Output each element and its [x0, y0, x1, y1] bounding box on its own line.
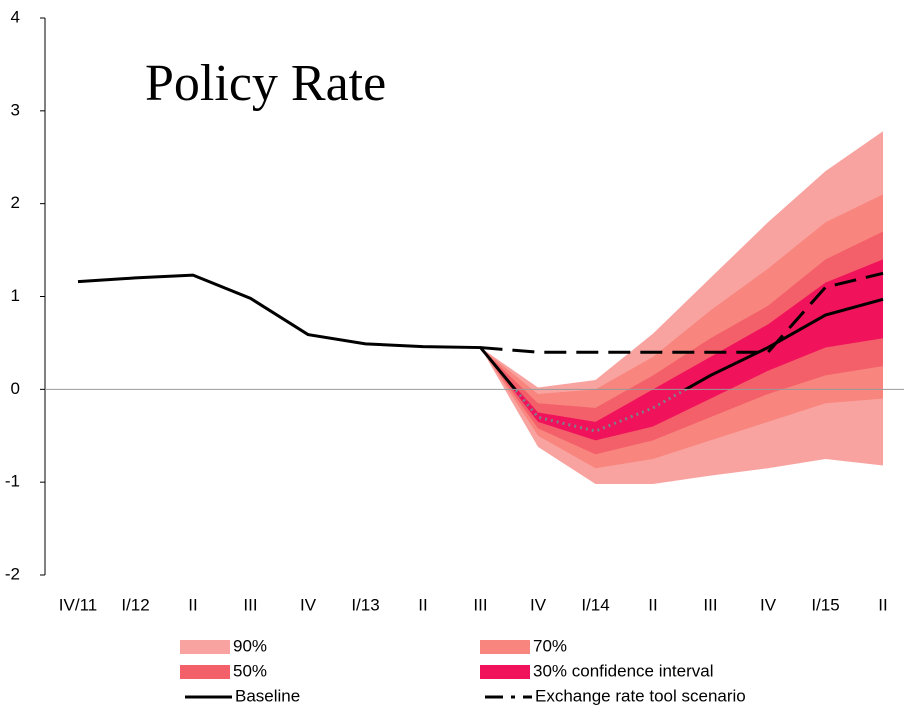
x-tick-label: II — [188, 595, 197, 614]
x-tick-label: I/12 — [121, 595, 149, 614]
legend-label: 90% — [233, 636, 267, 655]
y-tick-label: 1 — [11, 286, 20, 305]
x-tick-label: II — [418, 595, 427, 614]
legend-swatch — [180, 665, 230, 679]
legend-label: 70% — [533, 636, 567, 655]
y-tick-label: 4 — [11, 7, 20, 26]
baseline-line — [77, 273, 884, 389]
x-tick-label: II — [878, 595, 887, 614]
y-tick-label: -2 — [5, 564, 20, 583]
y-tick-label: 0 — [11, 379, 20, 398]
x-tick-label: IV — [300, 595, 317, 614]
legend-swatch — [180, 640, 230, 654]
legend-swatch — [480, 640, 530, 654]
y-tick-label: 3 — [11, 100, 20, 119]
legend-label: Exchange rate tool scenario — [535, 686, 746, 705]
x-tick-label: IV — [760, 595, 777, 614]
y-tick-label: -1 — [5, 472, 20, 491]
x-tick-label: III — [473, 595, 487, 614]
lines-layer — [77, 271, 884, 433]
x-tick-label: I/15 — [811, 595, 839, 614]
y-tick-label: 2 — [11, 193, 20, 212]
x-tick-label: III — [243, 595, 257, 614]
legend-label: Baseline — [235, 686, 300, 705]
fan-layer — [480, 131, 883, 485]
legend-swatch — [480, 665, 530, 679]
x-tick-label: I/14 — [581, 595, 609, 614]
scenario-line — [480, 271, 884, 354]
fan-band — [480, 259, 883, 441]
fan-band — [480, 194, 883, 469]
x-tick-label: I/13 — [351, 595, 379, 614]
legend-label: 50% — [233, 661, 267, 680]
x-tick-label: IV — [530, 595, 547, 614]
x-tick-label: II — [648, 595, 657, 614]
x-tick-label: III — [703, 595, 717, 614]
x-tick-label: IV/11 — [59, 595, 97, 614]
legend-label: 30% confidence interval — [533, 661, 714, 680]
chart-title: Policy Rate — [145, 55, 386, 112]
